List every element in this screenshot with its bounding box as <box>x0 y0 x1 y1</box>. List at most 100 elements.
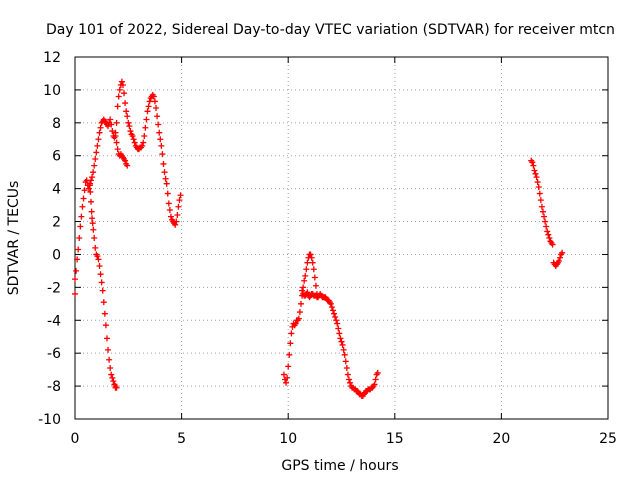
y-tick-label: -10 <box>38 412 61 428</box>
data-point <box>144 108 151 115</box>
data-point <box>541 213 548 220</box>
data-point <box>308 254 315 261</box>
data-point <box>112 384 119 391</box>
y-tick-label: -4 <box>47 313 61 329</box>
data-point <box>313 294 320 301</box>
data-point <box>296 309 303 316</box>
y-tick-label: -6 <box>47 346 61 362</box>
data-point <box>108 371 115 378</box>
data-point <box>176 197 183 204</box>
data-point <box>338 338 345 345</box>
data-point <box>81 187 88 194</box>
data-point <box>106 356 113 363</box>
data-point <box>87 198 94 205</box>
data-point <box>535 183 542 190</box>
data-point <box>546 235 553 241</box>
data-point <box>114 103 121 110</box>
data-point <box>166 207 173 214</box>
data-point <box>299 287 306 294</box>
data-point <box>124 162 131 169</box>
data-point <box>73 267 80 274</box>
data-point <box>94 142 101 149</box>
data-point <box>95 136 102 143</box>
data-point <box>284 374 291 381</box>
data-point <box>116 86 123 93</box>
y-tick-label: 12 <box>43 50 61 66</box>
data-point <box>175 203 182 210</box>
series-group <box>280 251 381 399</box>
plot-frame <box>74 56 609 420</box>
data-point <box>124 113 131 120</box>
data-point <box>333 317 340 324</box>
data-point <box>92 244 99 251</box>
data-point <box>76 235 83 241</box>
data-point <box>328 304 335 311</box>
data-point <box>167 213 174 220</box>
y-axis-label: SDTVAR / TECUs <box>6 181 22 296</box>
data-point <box>102 322 109 329</box>
data-point <box>345 376 352 383</box>
data-point <box>105 123 112 130</box>
y-tick-label: 6 <box>52 149 61 165</box>
data-point <box>537 197 544 204</box>
data-point <box>285 363 292 370</box>
data-point <box>347 379 354 386</box>
data-point <box>96 262 103 269</box>
y-tick-label: 8 <box>52 116 61 132</box>
x-tick-label: 15 <box>386 431 404 447</box>
data-point <box>292 320 299 327</box>
data-point <box>157 136 164 143</box>
data-point <box>340 346 347 353</box>
data-point <box>334 320 341 327</box>
data-point <box>109 128 116 135</box>
data-point <box>89 220 96 227</box>
data-point <box>123 108 130 115</box>
data-point <box>86 180 93 187</box>
data-point <box>288 330 295 337</box>
data-point <box>549 241 556 248</box>
y-tick-label: 0 <box>52 247 61 263</box>
data-point <box>297 300 304 307</box>
data-point <box>114 146 121 153</box>
data-point <box>155 121 162 128</box>
data-point <box>85 185 92 192</box>
y-tick-label: -8 <box>47 379 61 395</box>
data-point <box>101 310 108 317</box>
data-point <box>115 93 122 100</box>
x-tick-label: 25 <box>599 431 617 447</box>
data-point <box>151 98 158 105</box>
data-point <box>94 253 101 260</box>
data-point <box>99 287 106 294</box>
data-point <box>371 381 378 388</box>
data-point <box>108 121 115 128</box>
data-point <box>72 290 78 297</box>
data-point <box>103 335 110 342</box>
data-point <box>107 364 114 371</box>
data-point <box>75 246 82 253</box>
data-point <box>304 289 311 296</box>
data-points <box>72 78 566 399</box>
data-point <box>77 223 84 230</box>
data-point <box>341 351 348 358</box>
data-point <box>344 371 351 378</box>
data-point <box>100 299 107 306</box>
data-point <box>130 136 137 143</box>
data-point <box>122 100 129 107</box>
data-point <box>329 307 336 314</box>
y-tick-label: 4 <box>52 182 61 198</box>
data-point <box>89 174 96 181</box>
data-point <box>113 119 120 126</box>
data-point <box>129 132 136 139</box>
data-point <box>90 169 97 176</box>
data-point <box>74 256 81 263</box>
data-point <box>161 169 168 176</box>
data-point <box>125 119 132 126</box>
data-point <box>131 139 138 146</box>
data-point <box>544 228 551 235</box>
data-point <box>72 276 78 283</box>
x-tick-label: 5 <box>177 431 186 447</box>
axis-ticks: 0 5 10 15 20 25 -10 -8 -6 -4 -2 0 2 4 6 8 10 12 <box>38 50 617 447</box>
data-point <box>92 156 99 163</box>
data-point <box>312 282 319 289</box>
data-point <box>109 374 116 381</box>
